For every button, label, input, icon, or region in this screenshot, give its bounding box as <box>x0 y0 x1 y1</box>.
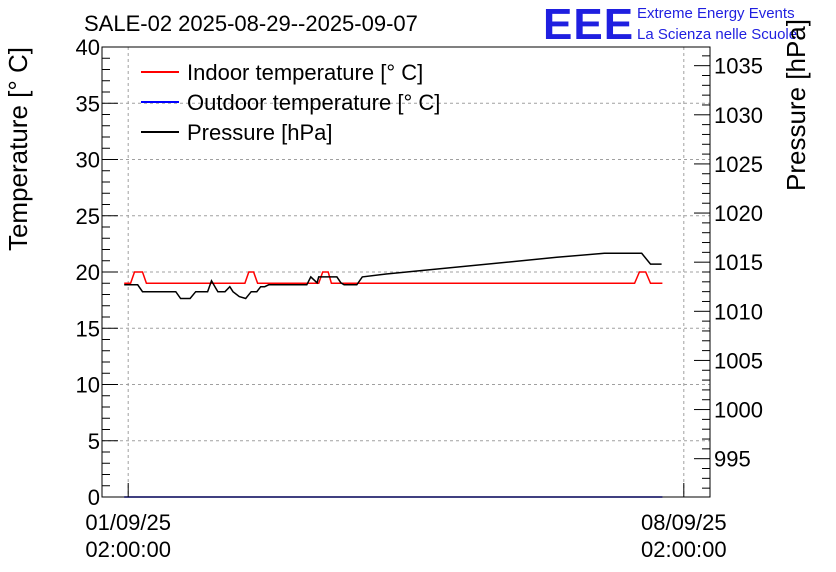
left-tick-label: 25 <box>76 204 100 229</box>
left-tick-label: 40 <box>76 35 100 60</box>
right-tick-label: 1005 <box>714 348 763 373</box>
right-tick-label: 995 <box>714 447 751 472</box>
grid <box>102 47 710 497</box>
logo-mark: EEE <box>543 0 634 49</box>
eee-logo: EEE Extreme Energy Events La Scienza nel… <box>543 0 797 49</box>
series-line-1 <box>124 271 663 285</box>
left-tick-label: 20 <box>76 260 100 285</box>
logo-line-1: Extreme Energy Events <box>637 5 795 22</box>
series-layer <box>124 252 663 498</box>
legend-label-2: Outdoor temperature [° C] <box>187 90 440 115</box>
right-tick-label: 1035 <box>714 54 763 79</box>
y-axis-left-title: Temperature [° C] <box>3 47 33 251</box>
legend-label-3: Pressure [hPa] <box>187 120 333 145</box>
series-line-3 <box>124 252 662 300</box>
right-tick-label: 1010 <box>714 299 763 324</box>
right-tick-label: 1025 <box>714 152 763 177</box>
right-tick-label: 1000 <box>714 398 763 423</box>
left-tick-label: 10 <box>76 373 100 398</box>
tick-marks <box>102 46 710 498</box>
left-tick-labels: 0 5 10 15 20 25 30 35 40 <box>76 35 100 510</box>
left-tick-label: 15 <box>76 316 100 341</box>
x-tick-label-time: 02:00:00 <box>85 537 171 562</box>
right-tick-label: 1020 <box>714 201 763 226</box>
left-tick-label: 0 <box>88 485 100 510</box>
x-tick-label-date: 08/09/25 <box>641 510 727 535</box>
legend: Indoor temperature [° C] Outdoor temperat… <box>141 60 440 145</box>
left-tick-label: 30 <box>76 148 100 173</box>
right-tick-labels: 995 1000 1005 1010 1015 1020 1025 1030 1035 <box>714 54 763 472</box>
left-tick-label: 35 <box>76 91 100 116</box>
y-axis-right-title: Pressure [hPa] <box>781 19 811 191</box>
right-tick-label: 1015 <box>714 250 763 275</box>
x-tick-label-time: 02:00:00 <box>641 537 727 562</box>
chart-title: SALE-02 2025-08-29--2025-09-07 <box>84 11 418 36</box>
logo-line-2: La Scienza nelle Scuole <box>637 26 797 43</box>
x-tick-label-date: 01/09/25 <box>85 510 171 535</box>
legend-label-1: Indoor temperature [° C] <box>187 60 423 85</box>
right-tick-label: 1030 <box>714 103 763 128</box>
left-tick-label: 5 <box>88 429 100 454</box>
